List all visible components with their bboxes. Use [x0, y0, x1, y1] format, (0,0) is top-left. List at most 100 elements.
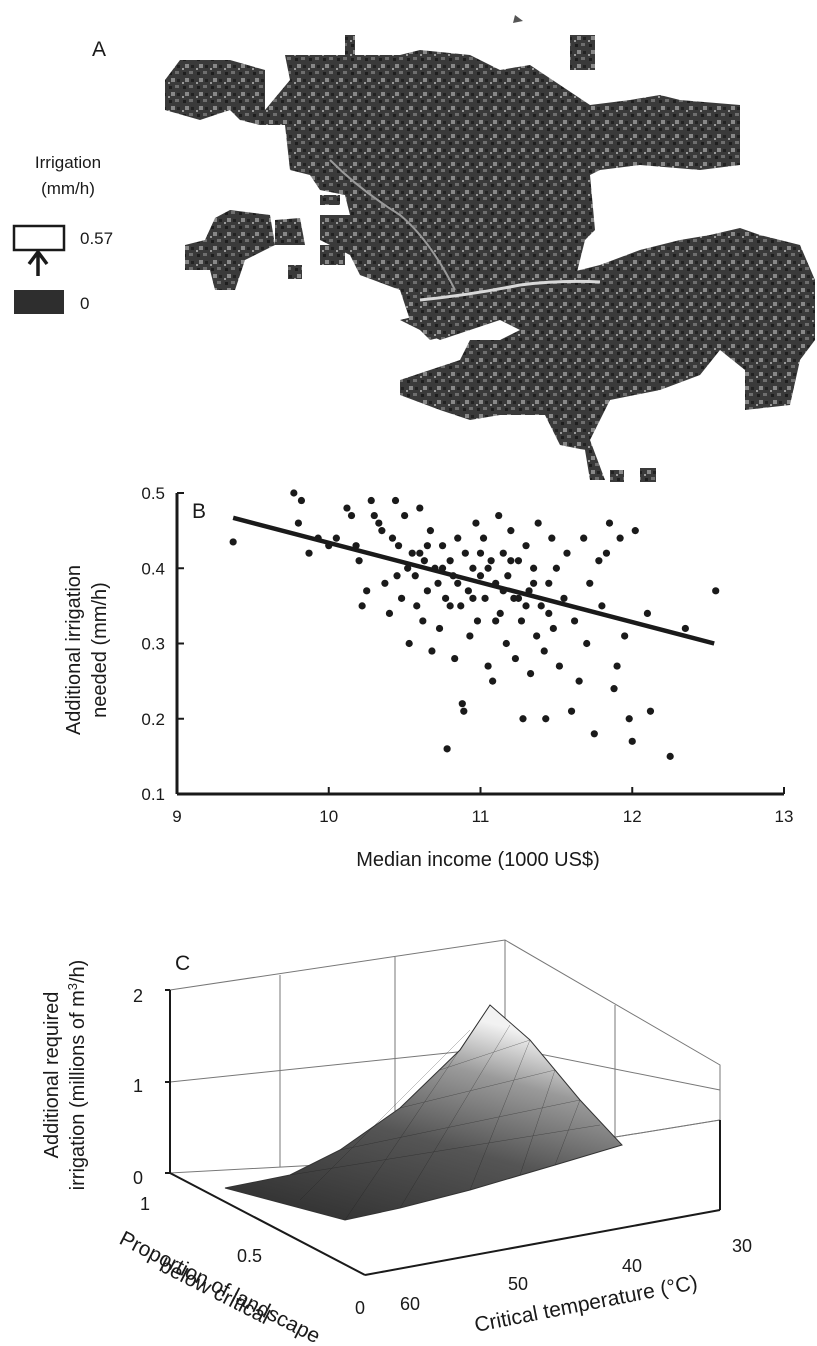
data-point: [580, 534, 588, 542]
data-point: [378, 527, 386, 535]
data-point: [435, 624, 444, 633]
legend-low-value: 0: [80, 294, 90, 313]
data-point: [602, 549, 611, 557]
data-point: [358, 602, 366, 610]
data-point: [469, 564, 477, 572]
data-point: [514, 594, 523, 602]
data-point: [347, 511, 356, 520]
x-axis-label: Critical temperature (°C): [473, 1271, 700, 1337]
z-axis-label-line2: irrigation (millions of m3/h): [65, 960, 90, 1191]
y-tick-label: 0.5: [141, 484, 165, 503]
x-tick-label: 10: [319, 807, 338, 826]
data-point: [666, 752, 674, 760]
y-tick-label: 0.4: [141, 559, 165, 578]
data-point: [394, 542, 403, 550]
x-tick-label: 11: [472, 807, 490, 826]
data-point: [681, 624, 689, 633]
data-point: [519, 715, 527, 723]
data-point: [489, 677, 497, 685]
x-tick-60: 60: [400, 1294, 420, 1314]
z-tick-0: 0: [133, 1168, 143, 1188]
panel-a-label: A: [92, 38, 107, 61]
surface-mesh: [289, 1004, 601, 1221]
data-point: [375, 519, 383, 527]
data-point: [583, 639, 591, 648]
data-point: [416, 504, 424, 512]
irrigation-surface: [224, 1004, 623, 1221]
data-point: [426, 527, 435, 535]
x-tick-40: 40: [622, 1256, 642, 1276]
panel-c-label: C: [175, 952, 190, 975]
data-point: [545, 579, 553, 587]
x-tick-label: 12: [623, 807, 642, 826]
data-point: [451, 654, 459, 663]
scatter-x-axis-label: Median income (1000 US$): [356, 849, 599, 871]
data-point: [616, 534, 624, 542]
legend-arrow-icon: [27, 249, 49, 276]
data-point: [404, 564, 412, 572]
data-point: [549, 624, 557, 633]
data-point: [381, 579, 389, 587]
data-point: [496, 609, 504, 617]
legend-high-swatch: [12, 224, 66, 252]
data-point: [548, 534, 556, 542]
data-point: [621, 632, 629, 640]
data-point: [563, 549, 571, 557]
scatter-chart: 9 10 11 12 13 0.1 0.2 0.3 0.4 0.5 B Median income…: [63, 484, 794, 871]
data-point: [388, 534, 397, 542]
data-point: [428, 647, 436, 655]
data-point: [628, 737, 636, 745]
data-point: [479, 534, 488, 542]
data-point: [484, 564, 492, 572]
data-point: [290, 489, 298, 497]
irrigation-legend-title: Irrigation (mm/h): [25, 150, 111, 202]
data-point: [469, 594, 477, 602]
data-point: [511, 654, 520, 663]
data-point: [514, 557, 523, 565]
data-point: [441, 594, 450, 602]
x-tick-label: 9: [172, 807, 181, 826]
data-point: [332, 534, 340, 542]
data-point: [405, 639, 413, 648]
data-point: [461, 549, 469, 557]
data-point: [542, 715, 550, 723]
data-point: [454, 534, 462, 542]
data-point: [473, 617, 482, 625]
data-point: [454, 579, 462, 587]
z-tick-1: 1: [133, 1076, 143, 1096]
data-point: [472, 519, 480, 527]
data-point: [393, 572, 401, 580]
data-point: [545, 609, 553, 617]
surface-chart: C: [41, 939, 752, 1346]
x-tick-label: 13: [775, 807, 794, 826]
data-point: [504, 572, 512, 580]
scatter-y-axis-label-line2: needed (mm/h): [89, 582, 111, 718]
data-point: [408, 549, 416, 557]
data-point: [423, 587, 431, 595]
data-point: [481, 594, 489, 602]
data-point: [355, 557, 363, 565]
map-fragment: [513, 15, 523, 23]
data-point: [507, 527, 515, 535]
data-point: [575, 677, 583, 685]
data-point: [495, 511, 503, 520]
y-tick-label: 0.2: [141, 710, 165, 729]
z-axis-label-line1: Additional required: [41, 992, 63, 1159]
data-point: [458, 700, 466, 708]
data-point: [522, 542, 530, 550]
y-tick-0.5: 0.5: [237, 1246, 262, 1266]
data-point: [570, 617, 579, 625]
data-point: [610, 685, 618, 693]
data-point: [294, 519, 302, 527]
y-tick-0: 0: [355, 1298, 365, 1318]
z-tick-2: 2: [133, 986, 143, 1006]
panel-b-label: B: [192, 500, 206, 523]
data-point: [401, 511, 409, 520]
data-point: [530, 564, 538, 572]
data-point: [522, 602, 530, 610]
surface-axes: [165, 989, 721, 1276]
data-point: [443, 745, 451, 753]
data-point: [229, 538, 237, 546]
data-point: [434, 579, 442, 587]
data-point: [484, 662, 492, 670]
